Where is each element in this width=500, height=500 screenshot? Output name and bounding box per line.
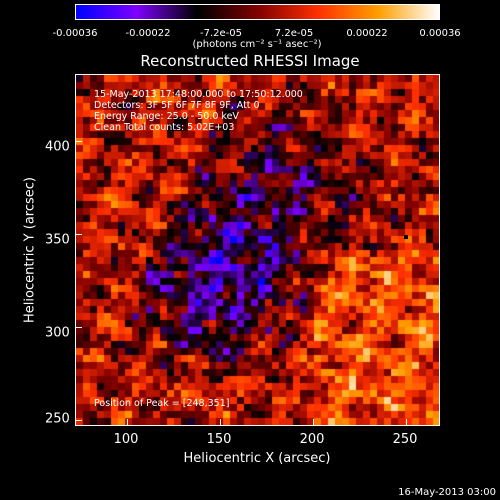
colorbar-unit-label: (photons cm⁻² s⁻¹ asec⁻²)	[192, 39, 322, 50]
y-tick	[76, 327, 82, 328]
colorbar-tick-label: -7.2e-05	[200, 28, 242, 39]
y-tick-label: 250	[45, 411, 70, 427]
x-tick	[313, 419, 314, 425]
x-tick	[220, 419, 221, 425]
x-tick-label: 250	[392, 432, 418, 447]
detectors-annotation: Detectors: 3F 5F 6F 7F 8F 9F, Att 0	[94, 100, 260, 111]
x-tick-label: 200	[299, 432, 325, 447]
colorbar-tick-label: -0.00022	[125, 28, 171, 39]
plot-timestamp: 16-May-2013 03:00	[398, 487, 496, 498]
y-tick-label: 400	[45, 139, 70, 155]
colorbar-tick-label: -0.00036	[52, 28, 98, 39]
x-tick-label: 150	[206, 432, 232, 447]
peak-position-annotation: Position of Peak = [248,351]	[94, 398, 230, 409]
colorbar-tick-label: 7.2e-05	[274, 28, 314, 39]
y-tick	[76, 141, 82, 142]
y-tick	[76, 234, 82, 235]
clean-counts-annotation: Clean Total counts: 5.02E+03	[94, 122, 235, 133]
x-tick-label: 100	[113, 432, 139, 447]
time-range-annotation: 15-May-2013 17:48:00.000 to 17:50:12.000	[94, 89, 303, 100]
y-tick	[76, 420, 82, 421]
image-plot-area: 15-May-2013 17:48:00.000 to 17:50:12.000…	[75, 74, 440, 426]
rhessi-heatmap	[76, 75, 439, 425]
peak-marker	[403, 234, 408, 239]
x-tick	[406, 419, 407, 425]
plot-title: Reconstructed RHESSI Image	[140, 52, 360, 70]
colorbar	[75, 4, 440, 20]
x-tick	[127, 419, 128, 425]
energy-range-annotation: Energy Range: 25.0 - 50.0 keV	[94, 111, 239, 122]
x-axis-label: Heliocentric X (arcsec)	[183, 451, 331, 466]
y-tick-label: 300	[45, 325, 70, 341]
y-axis-label: Heliocentric Y (arcsec)	[22, 177, 38, 323]
y-tick-label: 350	[45, 232, 70, 248]
colorbar-tick-label: 0.00022	[346, 28, 388, 39]
colorbar-tick-label: 0.00036	[419, 28, 461, 39]
